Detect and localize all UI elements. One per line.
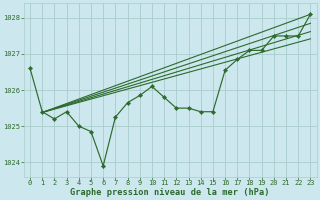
X-axis label: Graphe pression niveau de la mer (hPa): Graphe pression niveau de la mer (hPa) — [70, 188, 270, 197]
